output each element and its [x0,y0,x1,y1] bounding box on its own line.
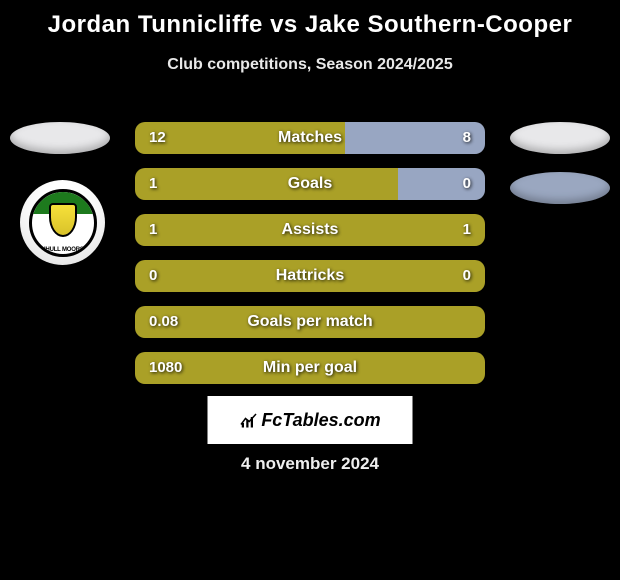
player1-ellipse-top [10,122,110,154]
stat-row: 11Assists [135,214,485,246]
player2-ellipse-bottom [510,172,610,204]
subtitle: Club competitions, Season 2024/2025 [0,56,620,74]
stats-container: 128Matches 10Goals 11Assists 00Hattricks 0.0… [135,122,485,398]
stat-row: 10Goals [135,168,485,200]
date-label: 4 november 2024 [0,454,620,474]
club-badge-shield [49,203,77,237]
stat-label: Min per goal [135,352,485,384]
site-logo[interactable]: FcTables.com [208,396,413,444]
stat-label: Matches [135,122,485,154]
club-badge: SOLIHULL MOORS FC [20,180,105,265]
stat-label: Goals [135,168,485,200]
stat-label: Goals per match [135,306,485,338]
stat-label: Assists [135,214,485,246]
page-title: Jordan Tunnicliffe vs Jake Southern-Coop… [0,0,620,38]
stat-row: 1080Min per goal [135,352,485,384]
stat-row: 128Matches [135,122,485,154]
stat-row: 00Hattricks [135,260,485,292]
club-badge-text: SOLIHULL MOORS FC [32,247,94,253]
site-logo-text: FcTables.com [261,410,380,431]
stat-row: 0.08Goals per match [135,306,485,338]
chart-icon [239,411,257,429]
player2-ellipse-top [510,122,610,154]
stat-label: Hattricks [135,260,485,292]
club-badge-inner: SOLIHULL MOORS FC [29,189,97,257]
